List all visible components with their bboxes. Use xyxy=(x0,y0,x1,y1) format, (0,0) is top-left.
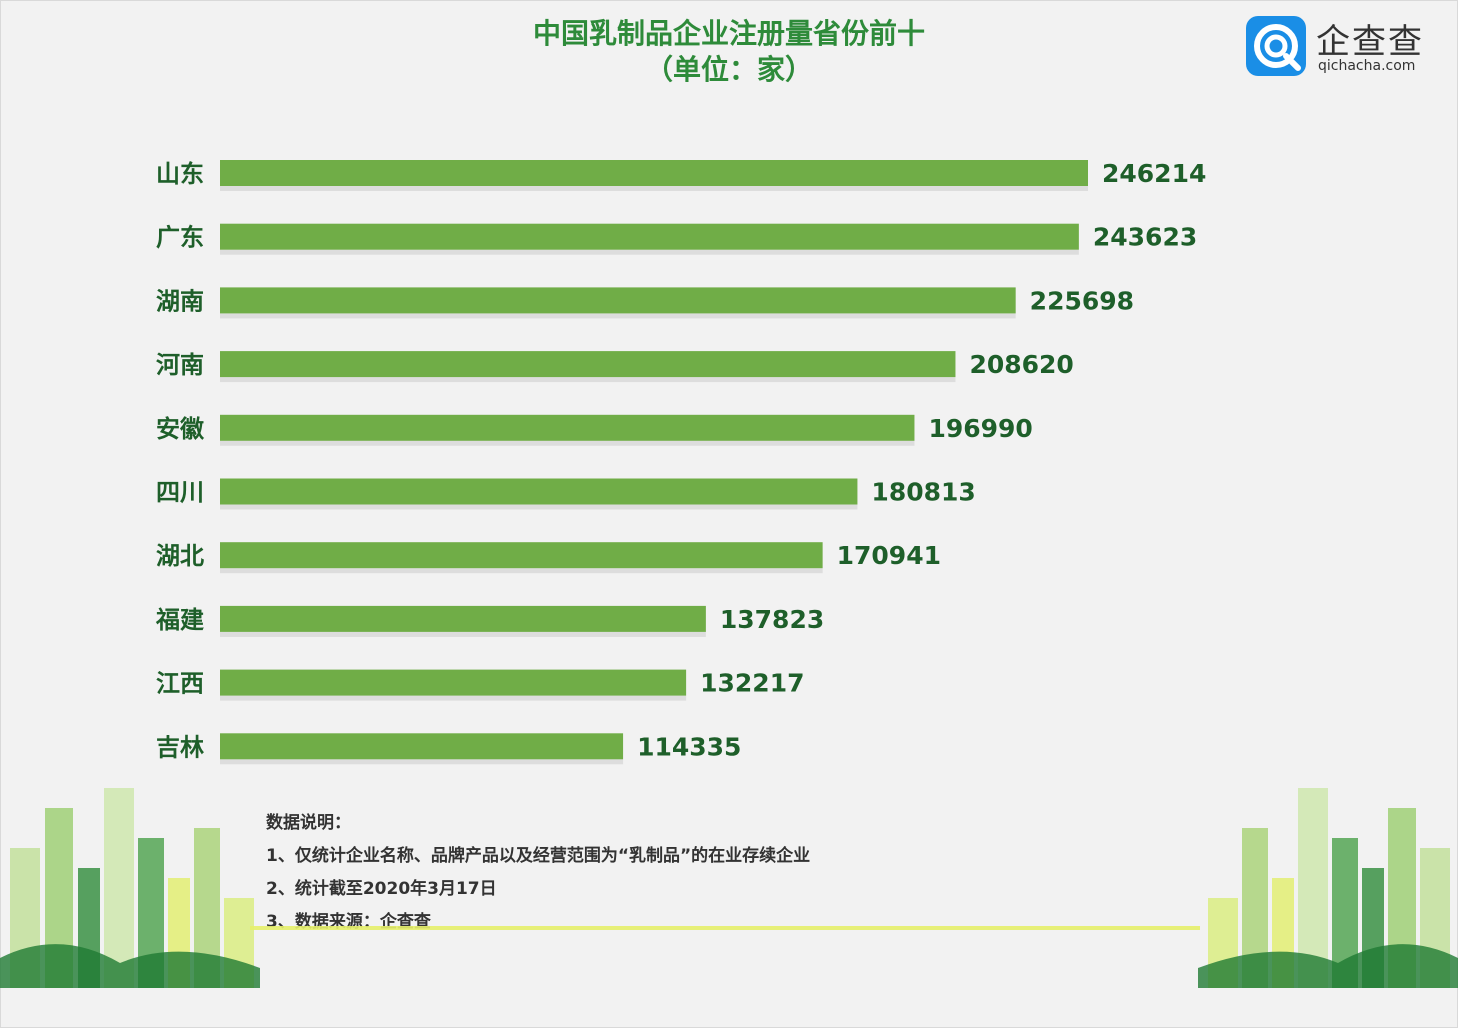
qichacha-logo: 企查查 qichacha.com xyxy=(1246,16,1436,78)
category-label: 湖南 xyxy=(156,287,204,315)
bar-7 xyxy=(220,605,706,632)
category-label: 四川 xyxy=(156,479,204,507)
logo-domain: qichacha.com xyxy=(1318,58,1416,74)
bar-0 xyxy=(220,160,1088,186)
notes-item-2: 2、统计截至2020年3月17日 xyxy=(266,879,497,899)
notes-heading: 数据说明： xyxy=(266,813,351,833)
city-skyline-right-decoration xyxy=(1198,788,1458,988)
ground-line-decoration xyxy=(250,926,1200,930)
value-label: 208620 xyxy=(969,350,1073,379)
value-label: 180813 xyxy=(871,478,975,507)
bar-shadow xyxy=(220,249,1079,255)
bar-shadow xyxy=(220,695,687,701)
bar-shadow xyxy=(220,186,1088,191)
value-label: 246214 xyxy=(1102,159,1206,188)
category-label: 福建 xyxy=(155,606,204,634)
value-label: 225698 xyxy=(1030,286,1134,315)
bar-shadow xyxy=(220,631,706,637)
bar-2 xyxy=(220,287,1016,314)
logo-name: 企查查 xyxy=(1316,22,1424,62)
notes-item-3: 3、数据来源：企查查 xyxy=(266,912,431,932)
chart-title: 中国乳制品企业注册量省份前十 xyxy=(532,17,925,50)
bar-shadow xyxy=(220,568,823,574)
bar-shadow xyxy=(220,440,915,446)
bar-6 xyxy=(220,542,823,569)
category-label: 广东 xyxy=(156,224,204,252)
category-label: 湖北 xyxy=(156,542,204,570)
value-label: 137823 xyxy=(720,605,824,634)
bar-5 xyxy=(220,478,858,505)
qichacha-logo-icon xyxy=(1246,16,1306,76)
city-skyline-left-decoration xyxy=(0,788,260,988)
bar-shadow xyxy=(220,504,858,510)
bar-chart: 山东 246214 广东 243623 湖南 225698 河南 208620 安徽 196990… xyxy=(155,159,1206,765)
category-label: 山东 xyxy=(156,160,204,188)
bar-8 xyxy=(220,669,687,696)
value-label: 196990 xyxy=(928,414,1032,443)
value-label: 114335 xyxy=(637,732,741,761)
value-label: 170941 xyxy=(837,541,941,570)
bar-shadow xyxy=(220,313,1016,319)
bar-3 xyxy=(220,351,956,378)
chart-subtitle: （单位：家） xyxy=(644,53,813,86)
bar-shadow xyxy=(220,377,956,383)
value-label: 132217 xyxy=(700,669,804,698)
bar-1 xyxy=(220,223,1079,250)
value-label: 243623 xyxy=(1093,223,1197,252)
bar-4 xyxy=(220,414,915,441)
data-notes: 数据说明： 1、仅统计企业名称、品牌产品以及经营范围为“乳制品”的在业存续企业 … xyxy=(266,808,810,940)
category-label: 安徽 xyxy=(156,415,205,443)
bar-shadow xyxy=(220,759,624,765)
category-label: 吉林 xyxy=(156,733,204,761)
bar-9 xyxy=(220,733,624,760)
category-label: 江西 xyxy=(156,670,204,698)
category-label: 河南 xyxy=(156,351,204,379)
notes-item-1: 1、仅统计企业名称、品牌产品以及经营范围为“乳制品”的在业存续企业 xyxy=(266,846,811,866)
